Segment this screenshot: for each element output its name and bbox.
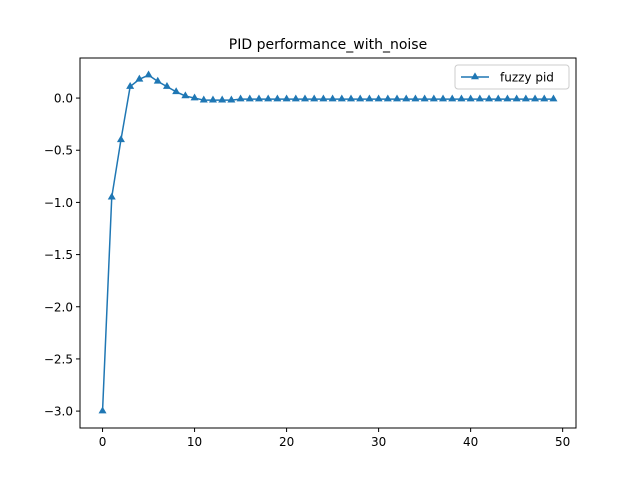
data-point: [116, 135, 125, 143]
data-point: [393, 94, 402, 102]
data-point: [254, 94, 263, 102]
data-point: [310, 94, 319, 102]
data-point: [494, 94, 503, 102]
x-tick-label: 10: [187, 435, 202, 449]
data-point: [383, 94, 392, 102]
data-point: [531, 94, 540, 102]
data-point: [485, 94, 494, 102]
y-tick-label: 0.0: [54, 92, 73, 106]
data-point: [107, 192, 116, 200]
axes-frame: [79, 57, 577, 429]
x-tick-label: 40: [463, 435, 478, 449]
x-tick-label: 0: [99, 435, 107, 449]
data-point: [347, 94, 356, 102]
data-point: [300, 94, 309, 102]
chart-title: PID performance_with_noise: [229, 37, 427, 53]
data-point: [337, 94, 346, 102]
x-tick-label: 30: [371, 435, 386, 449]
data-point: [512, 94, 521, 102]
data-point: [190, 93, 199, 101]
legend-label: fuzzy pid: [500, 71, 554, 85]
data-point: [181, 91, 190, 99]
data-point: [264, 94, 273, 102]
data-point: [144, 70, 153, 78]
y-tick-label: −0.5: [44, 144, 73, 158]
data-point: [98, 406, 107, 414]
data-point: [282, 94, 291, 102]
data-point: [135, 74, 144, 82]
data-point: [457, 94, 466, 102]
data-point: [374, 94, 383, 102]
y-tick-label: −2.0: [44, 300, 73, 314]
data-point: [291, 94, 300, 102]
data-point: [153, 76, 162, 84]
y-tick-label: −3.0: [44, 405, 73, 419]
data-point: [208, 95, 217, 103]
data-point: [411, 94, 420, 102]
data-point: [199, 95, 208, 103]
plot-layer: [98, 70, 558, 414]
data-point: [475, 94, 484, 102]
data-point: [503, 94, 512, 102]
legend-marker: [470, 72, 480, 80]
data-point: [402, 94, 411, 102]
y-tick-label: −1.0: [44, 196, 73, 210]
ticks-layer: 0 10 20 30 40 50 0.0 −0.5 −1.0 −1.5 −2.0 −2.5 −3.0: [44, 92, 570, 449]
data-point: [328, 94, 337, 102]
data-point: [236, 94, 245, 102]
data-point: [466, 94, 475, 102]
x-tick-label: 20: [279, 435, 294, 449]
data-point: [227, 95, 236, 103]
data-point: [172, 87, 181, 95]
x-tick-label: 50: [555, 435, 570, 449]
legend: fuzzy pid: [454, 64, 570, 90]
data-point: [448, 94, 457, 102]
data-point: [429, 94, 438, 102]
data-point: [273, 94, 282, 102]
data-point: [540, 94, 549, 102]
legend-box: [454, 64, 570, 90]
data-point: [218, 95, 227, 103]
y-tick-label: −2.5: [44, 352, 73, 366]
data-point: [439, 94, 448, 102]
data-point: [245, 94, 254, 102]
data-point: [126, 81, 135, 89]
data-point: [365, 94, 374, 102]
data-point: [549, 94, 558, 102]
y-tick-label: −1.5: [44, 248, 73, 262]
data-point: [521, 94, 530, 102]
data-point: [162, 81, 171, 89]
data-point: [420, 94, 429, 102]
data-point: [356, 94, 365, 102]
data-point: [319, 94, 328, 102]
